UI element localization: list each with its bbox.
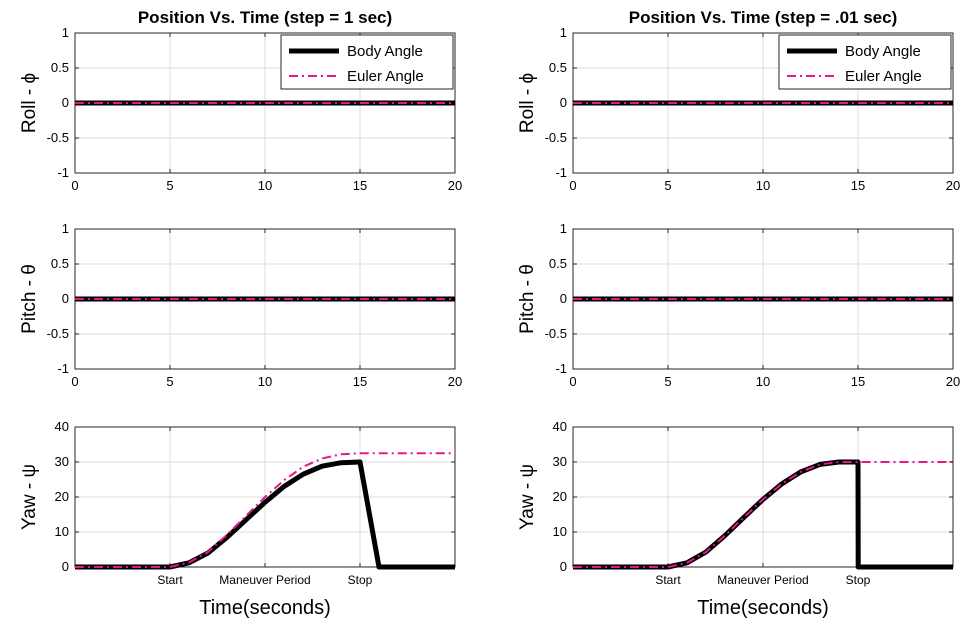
chart-column-0: Position Vs. Time (step = 1 sec)-1-0.500… (19, 8, 462, 619)
x-tick-label: 20 (946, 178, 960, 193)
y-axis-label: Pitch - θ (19, 264, 40, 334)
y-tick-label: 0 (62, 291, 69, 306)
x-tick-label: 20 (448, 178, 462, 193)
y-tick-label: 1 (62, 221, 69, 236)
y-tick-label: 0 (560, 291, 567, 306)
x-tick-label: Start (655, 573, 681, 587)
x-tick-label: 0 (71, 178, 78, 193)
y-tick-label: 20 (55, 489, 69, 504)
y-tick-label: -0.5 (47, 326, 69, 341)
x-tick-label: 5 (166, 178, 173, 193)
y-tick-label: -0.5 (545, 326, 567, 341)
y-tick-label: 1 (62, 25, 69, 40)
x-tick-label: Maneuver Period (717, 573, 808, 587)
y-tick-label: 10 (553, 524, 567, 539)
series-line-euler-angle (573, 461, 953, 568)
x-tick-label: Stop (348, 573, 373, 587)
legend-label: Euler Angle (347, 68, 424, 85)
legend: Body Angle Euler Angle (280, 34, 454, 90)
y-tick-label: 30 (55, 454, 69, 469)
y-axis-label: Roll - ϕ (19, 73, 40, 133)
x-tick-label: 20 (946, 374, 960, 389)
panel-2: 0 10 20 30 40 Start Maneuver Period Stop Yaw - ψ… (517, 419, 954, 619)
x-tick-label: Maneuver Period (219, 573, 310, 587)
legend-label: Body Angle (347, 43, 423, 60)
y-tick-label: -1 (555, 361, 567, 376)
x-tick-label: 10 (756, 178, 770, 193)
series-line-euler-angle (75, 452, 455, 568)
x-tick-label: 15 (353, 178, 367, 193)
y-tick-label: 0 (560, 559, 567, 574)
x-tick-label: 10 (258, 374, 272, 389)
y-axis-label: Yaw - ψ (517, 464, 538, 530)
y-tick-label: 0.5 (549, 60, 567, 75)
y-tick-label: 1 (560, 221, 567, 236)
y-tick-label: 0 (62, 559, 69, 574)
x-tick-label: 0 (569, 374, 576, 389)
legend-box (778, 34, 952, 90)
y-tick-label: 0.5 (51, 256, 69, 271)
x-axis-label: Time(seconds) (199, 597, 331, 619)
x-tick-label: Start (157, 573, 183, 587)
y-tick-label: 0 (62, 95, 69, 110)
x-tick-label: 15 (353, 374, 367, 389)
y-tick-label: 1 (560, 25, 567, 40)
x-tick-label: 10 (258, 178, 272, 193)
y-axis-label: Roll - ϕ (517, 73, 538, 133)
y-tick-label: -1 (555, 165, 567, 180)
x-tick-label: 5 (664, 374, 671, 389)
y-tick-label: -0.5 (47, 130, 69, 145)
y-tick-label: 40 (55, 419, 69, 434)
y-tick-label: 0.5 (549, 256, 567, 271)
y-tick-label: 30 (553, 454, 567, 469)
legend-label: Body Angle (845, 43, 921, 60)
y-tick-label: 0.5 (51, 60, 69, 75)
x-tick-label: Stop (846, 573, 871, 587)
x-tick-label: 5 (166, 374, 173, 389)
chart-title: Position Vs. Time (step = .01 sec) (629, 8, 897, 27)
panel-2: 0 10 20 30 40 Start Maneuver Period Stop Yaw - ψ… (19, 419, 456, 619)
x-tick-label: 0 (71, 374, 78, 389)
legend: Body Angle Euler Angle (778, 34, 952, 90)
x-tick-label: 15 (851, 178, 865, 193)
x-axis-label: Time(seconds) (697, 597, 829, 619)
y-tick-label: -1 (57, 361, 69, 376)
y-tick-label: 40 (553, 419, 567, 434)
y-tick-label: -1 (57, 165, 69, 180)
y-tick-label: -0.5 (545, 130, 567, 145)
y-tick-label: 0 (560, 95, 567, 110)
x-tick-label: 5 (664, 178, 671, 193)
y-tick-label: 20 (553, 489, 567, 504)
chart-title: Position Vs. Time (step = 1 sec) (138, 8, 392, 27)
y-axis-label: Yaw - ψ (19, 464, 40, 530)
y-axis-label: Pitch - θ (517, 264, 538, 334)
x-tick-label: 15 (851, 374, 865, 389)
x-tick-label: 20 (448, 374, 462, 389)
chart-column-1: Position Vs. Time (step = .01 sec) -1 -0.5… (517, 8, 960, 619)
legend-label: Euler Angle (845, 68, 922, 85)
x-tick-label: 10 (756, 374, 770, 389)
y-tick-label: 10 (55, 524, 69, 539)
x-tick-label: 0 (569, 178, 576, 193)
legend-box (280, 34, 454, 90)
